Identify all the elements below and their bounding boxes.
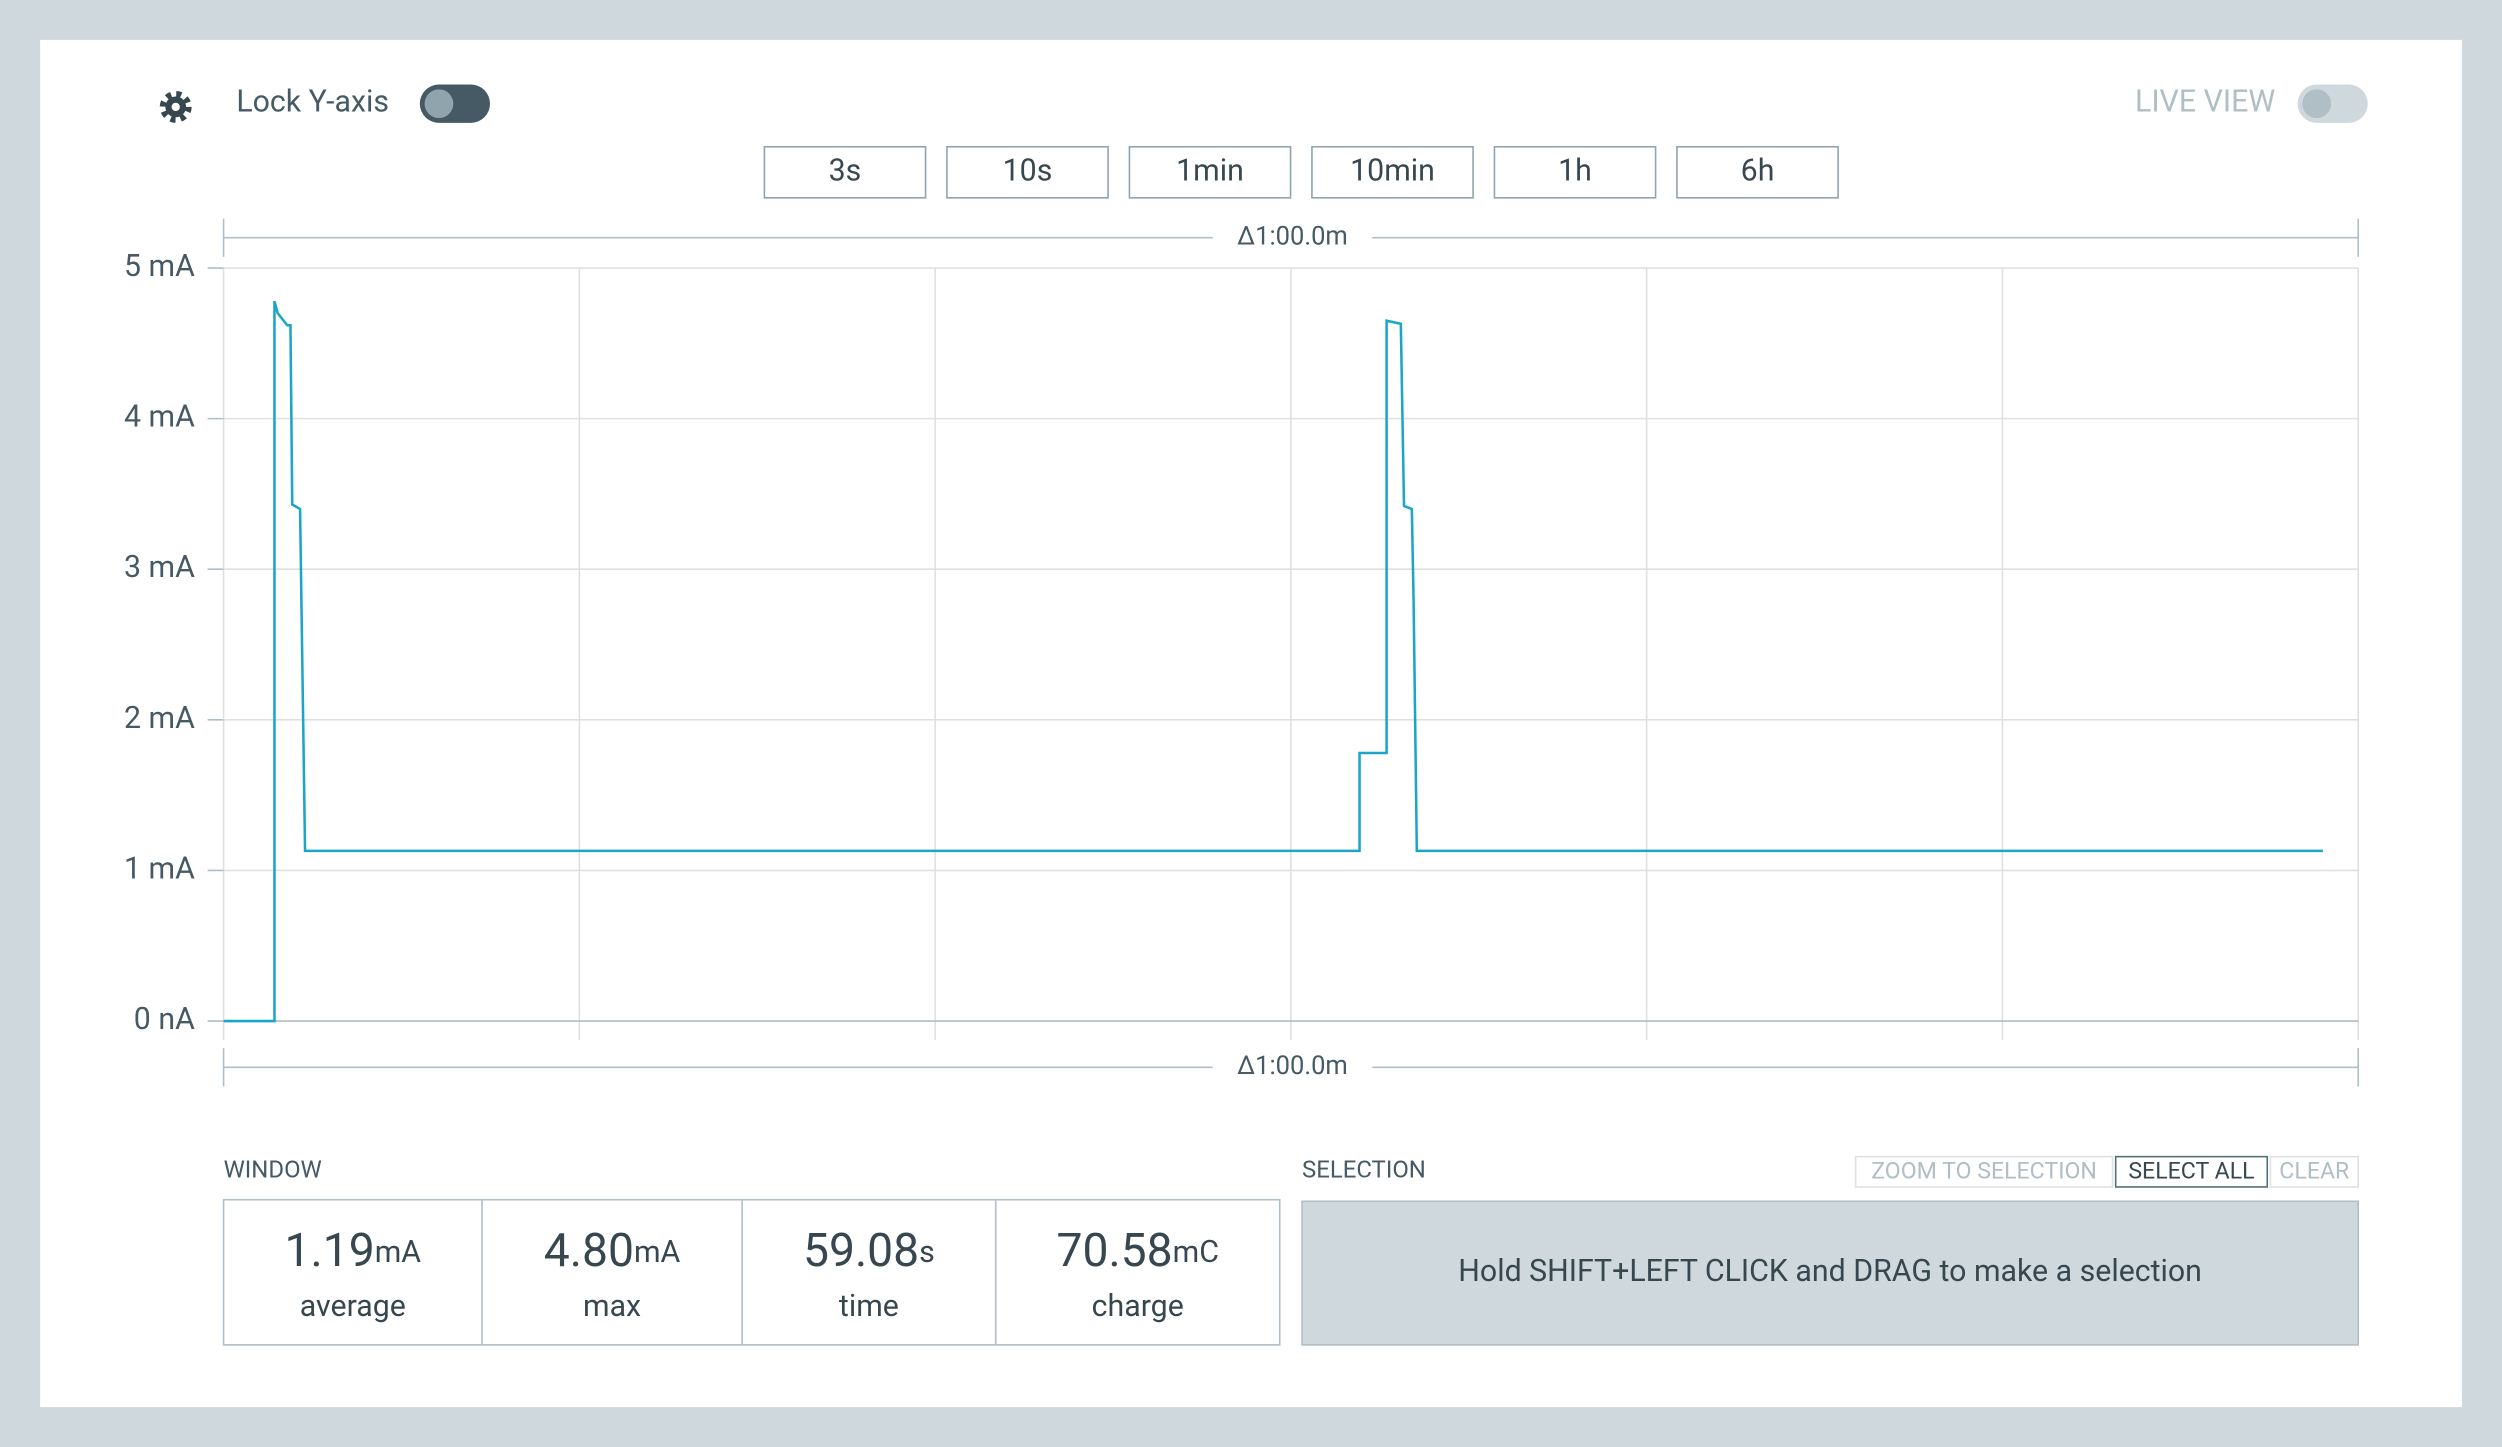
button-label: CLEAR [2279, 1158, 2349, 1185]
button-label: 10min [1350, 153, 1435, 188]
settings-icon[interactable] [159, 90, 192, 123]
button-frame [2114, 1155, 2269, 1188]
toggle-knob [424, 89, 454, 119]
button-frame [946, 145, 1109, 199]
lock-toggle[interactable] [419, 84, 491, 123]
live-view-toggle[interactable] [2297, 84, 2368, 123]
selection-message: Hold SHIFT+LEFT CLICK and DRAG to make a… [1458, 1254, 2202, 1289]
span-label: Δ1:00.0m [1237, 1051, 1348, 1081]
button-frame [1676, 145, 1839, 199]
y-tick-label: 5 mA [124, 249, 195, 284]
button-label: ZOOM TO SELECTION [1871, 1158, 2097, 1185]
stat-value: 59.08s [803, 1224, 935, 1278]
button-frame [1493, 145, 1657, 199]
stat-value: 1.19mA [285, 1224, 422, 1278]
window-stats: 1.19mAaverage4.80mAmax59.08stime70.58mCc… [285, 1199, 1219, 1345]
span-label-bg [1212, 1051, 1373, 1084]
selection-buttons: ZOOM TO SELECTION SELECT ALL CLEAR [1854, 1155, 2359, 1188]
y-tick-label: 1 mA [124, 851, 195, 886]
stat-number: 70.58 [1056, 1224, 1172, 1278]
window-box [222, 1198, 1281, 1346]
stat-label: average [300, 1289, 406, 1324]
button-label: 3s [829, 153, 862, 188]
button-frame [763, 145, 927, 199]
window-title: WINDOW [224, 1155, 322, 1183]
range-button[interactable]: 6h [1676, 145, 1839, 199]
chart: Δ1:00.0m Δ1:00.0m 0 nA 1 mA 2 mA 3 mA 4 mA 5 mA [124, 218, 2359, 1087]
range-buttons: 3s 10s 1min 10min 1h 6h [763, 145, 1839, 199]
stat-unit: s [919, 1235, 935, 1270]
stat-label: time [839, 1289, 899, 1324]
stat-label: max [583, 1289, 641, 1324]
gear-hole [171, 102, 180, 112]
stat-label: charge [1092, 1289, 1184, 1324]
stat-unit: mC [1173, 1235, 1219, 1270]
y-tick-label: 3 mA [124, 550, 195, 585]
range-button[interactable]: 1min [1128, 145, 1292, 199]
stat-number: 4.80 [544, 1224, 634, 1278]
selection-box [1301, 1200, 2359, 1346]
span-label: Δ1:00.0m [1237, 221, 1348, 251]
button-frame [1854, 1155, 2114, 1188]
y-tick-label: 2 mA [124, 701, 195, 736]
button-label: 6h [1741, 153, 1775, 188]
y-tick-label: 4 mA [124, 400, 195, 435]
range-button[interactable]: 10min [1311, 145, 1474, 199]
selection-button[interactable]: CLEAR [2269, 1155, 2359, 1188]
button-frame [1311, 145, 1474, 199]
series-line [223, 300, 2323, 1023]
y-tick-label: 0 nA [134, 1002, 195, 1037]
stat-number: 1.19 [285, 1224, 375, 1278]
button-label: SELECT ALL [2128, 1158, 2254, 1185]
stat-number: 59.08 [803, 1224, 919, 1278]
button-label: 10s [1003, 153, 1053, 188]
range-button[interactable]: 1h [1493, 145, 1657, 199]
lock-label: Lock Y-axis [236, 85, 389, 120]
stat-value: 4.80mA [544, 1224, 681, 1278]
button-frame [2269, 1155, 2359, 1188]
toggle-knob [2302, 89, 2332, 119]
span-label-bg [1212, 221, 1373, 254]
stat-value: 70.58mC [1056, 1224, 1218, 1278]
range-button[interactable]: 10s [946, 145, 1109, 199]
button-label: 1h [1558, 153, 1592, 188]
button-label: 1min [1176, 153, 1244, 188]
stat-unit: mA [375, 1235, 422, 1270]
selection-title: SELECTION [1302, 1155, 1426, 1183]
range-button[interactable]: 3s [763, 145, 927, 199]
live-view-label: LIVE VIEW [2135, 85, 2275, 120]
selection-button[interactable]: ZOOM TO SELECTION [1854, 1155, 2114, 1188]
selection-button[interactable]: SELECT ALL [2114, 1155, 2269, 1188]
gear-teeth [159, 90, 192, 123]
button-frame [1128, 145, 1292, 199]
stat-unit: mA [634, 1235, 681, 1270]
